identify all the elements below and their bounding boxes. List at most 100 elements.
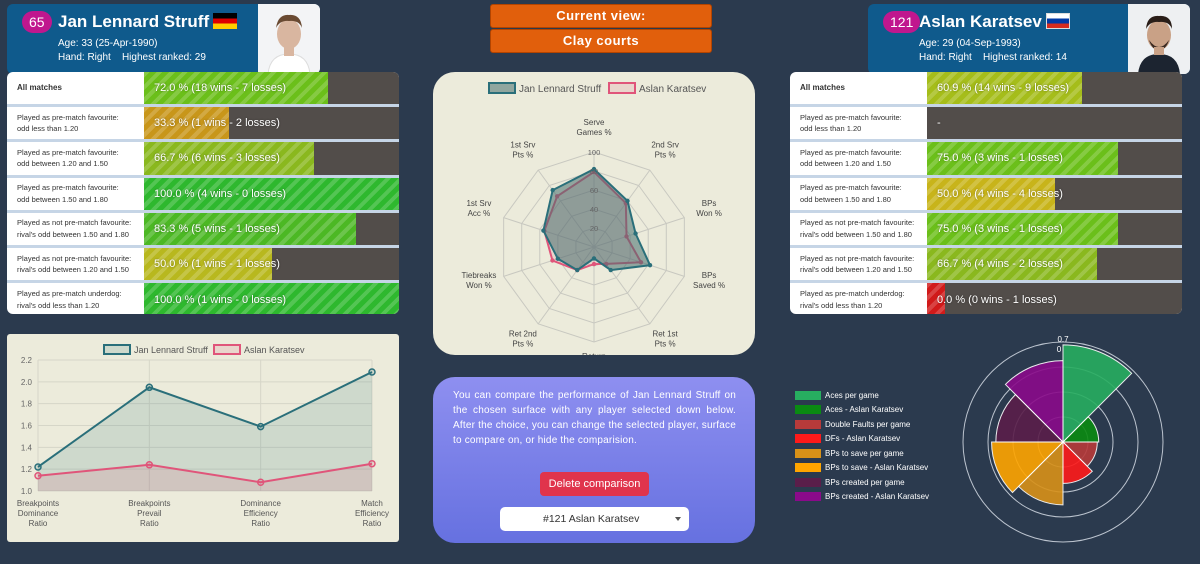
stat-bar-text: 50.0 % (4 wins - 4 losses) [937,187,1063,200]
player-photo [258,4,320,74]
legend-swatch [795,390,821,400]
stat-label: Played as not pre-match favourite: rival'… [800,213,925,245]
radar-point [541,228,546,233]
rank-badge: 121 [883,11,921,33]
x-tick-label: Match Efficiency Ratio [355,499,389,528]
legend-swatch [608,82,636,94]
legend-swatch [488,82,516,94]
radar-axis-label: Ret 1st Pts % [652,330,678,349]
stat-bar-text: 66.7 % (6 wins - 3 losses) [154,152,280,165]
polar-legend-label: BPs created per game [825,477,905,487]
stat-row: Played as pre-match favourite: odd betwee… [790,139,1182,175]
polar-area-chart: 0.70 [962,335,1164,543]
y-tick-label: 1.2 [21,465,33,474]
polar-legend-label: Aces per game [825,390,879,400]
polar-legend-item[interactable]: Aces - Aslan Karatsev [795,403,929,418]
stat-label-text: Played as not pre-match favourite: rival'… [17,218,132,240]
x-tick-label: Breakpoints Prevail Ratio [128,499,170,528]
radar-axis-label: 2nd Srv Pts % [651,140,679,159]
y-tick-label: 1.8 [21,400,33,409]
stat-row: Played as pre-match favourite: odd less t… [7,104,399,140]
line-point [256,422,265,431]
radar-point [591,166,597,172]
stat-bar-text: 75.0 % (3 wins - 1 losses) [937,152,1063,165]
stat-bar-track: 66.7 % (4 wins - 2 losses) [927,248,1182,281]
polar-legend-item[interactable]: Double Faults per game [795,417,929,432]
y-tick-label: 1.6 [21,422,33,431]
polar-slice [1062,344,1133,444]
stat-bar-text: 72.0 % (18 wins - 7 losses) [154,82,287,94]
line-chart-panel: Jan Lennard Struff Aslan Karatsev 1.0 1.2 1.… [7,334,399,542]
line-point [145,461,154,469]
player-select[interactable]: #121 Aslan Karatsev [500,507,689,531]
legend-swatch [213,344,241,355]
legend-swatch [795,434,821,444]
player-select-value: #121 Aslan Karatsev [543,513,640,525]
stat-row: Played as pre-match favourite: odd betwee… [790,174,1182,210]
delete-comparison-button[interactable]: Delete comparison [540,472,649,496]
polar-legend-item[interactable]: BPs to save - Aslan Karatsev [795,461,929,476]
player-name: Jan Lennard Struff [58,11,238,33]
y-tick-label: 1.4 [21,443,33,452]
player-age: Age: 33 (25-Apr-1990) [58,38,158,49]
polar-slice [1061,416,1100,443]
stat-row: Played as not pre-match favourite: rival'… [790,245,1182,281]
stat-bar-track: 60.9 % (14 wins - 9 losses) [927,72,1182,104]
stat-label-text: Played as pre-match underdog: rival's odd… [800,289,905,310]
polar-legend-item[interactable]: BPs created per game [795,475,929,490]
stat-row: Played as not pre-match favourite: rival'… [7,209,399,246]
polar-legend-label: BPs created - Aslan Karatsev [825,492,930,502]
stat-row: Played as pre-match favourite: odd betwee… [7,174,399,210]
radar-tick-label: 40 [590,205,598,214]
polar-legend-label: Double Faults per game [825,419,911,429]
stat-bar-fill [144,72,328,104]
stat-label-text: Played as pre-match favourite: odd betwee… [17,183,119,204]
radar-axis-label: Tiebreaks Won % [462,271,497,290]
line-series-area [38,372,372,491]
polar-legend-item[interactable]: BPs created - Aslan Karatsev [795,490,929,505]
stat-label: Played as pre-match underdog: rival's odd… [800,283,925,314]
radar-point [591,261,597,267]
polar-tick-label: 0 [1057,345,1062,354]
stat-row: All matches 60.9 % (14 wins - 9 losses) [790,72,1182,104]
stat-bar-track: 72.0 % (18 wins - 7 losses) [144,72,399,104]
legend-label: Jan Lennard Struff [134,345,208,355]
stat-label: Played as pre-match underdog: rival's odd… [17,283,142,314]
radar-tick-label: 20 [590,224,598,233]
legend-swatch [795,448,821,458]
stat-bar-track: 0.0 % (0 wins - 1 losses) [927,283,1182,314]
polar-legend-item[interactable]: BPs to save per game [795,446,929,461]
player-age: Age: 29 (04-Sep-1993) [919,38,1021,49]
surface-button[interactable]: Clay courts [490,29,712,53]
stat-bar-fill [144,107,229,140]
player-hand-rank: Hand: Right Highest ranked: 29 [58,52,206,63]
stat-bar-text: - [937,117,941,130]
stat-bar-fill [927,248,1098,281]
legend-swatch [795,419,821,429]
polar-legend-item[interactable]: DFs - Aslan Karatsev [795,432,929,447]
polar-legend-item[interactable]: Aces per game [795,388,929,403]
stat-bar-track: 50.0 % (4 wins - 4 losses) [927,177,1182,210]
line-point [256,478,265,487]
russia-flag-icon [1045,13,1070,29]
stat-bar-fill [144,212,357,246]
player-photo [1128,4,1190,74]
chevron-down-icon [675,517,681,521]
line-point [368,459,376,468]
radar-axis-label: Ret 2nd Pts % [509,330,537,349]
polar-slice [1004,360,1064,444]
stat-label-text: Played as pre-match favourite: odd betwee… [800,183,902,204]
stat-bar-track: 100.0 % (1 wins - 0 losses) [144,283,399,314]
comparison-text: You can compare the performance of Jan L… [453,390,736,446]
stat-bar-text: 100.0 % (4 wins - 0 losses) [154,187,287,200]
legend-swatch [795,492,821,502]
stat-bar-track: 75.0 % (3 wins - 1 losses) [927,212,1182,246]
stat-label: Played as pre-match favourite: odd less t… [17,107,142,139]
stat-label-text: All matches [800,82,845,92]
radar-tick-label: 60 [590,186,598,195]
radar-point [633,231,638,236]
player-name: Aslan Karatsev [919,11,1070,33]
comparison-panel: You can compare the performance of Jan L… [433,377,755,543]
stat-bar-fill [144,283,399,314]
radar-point [550,258,555,263]
